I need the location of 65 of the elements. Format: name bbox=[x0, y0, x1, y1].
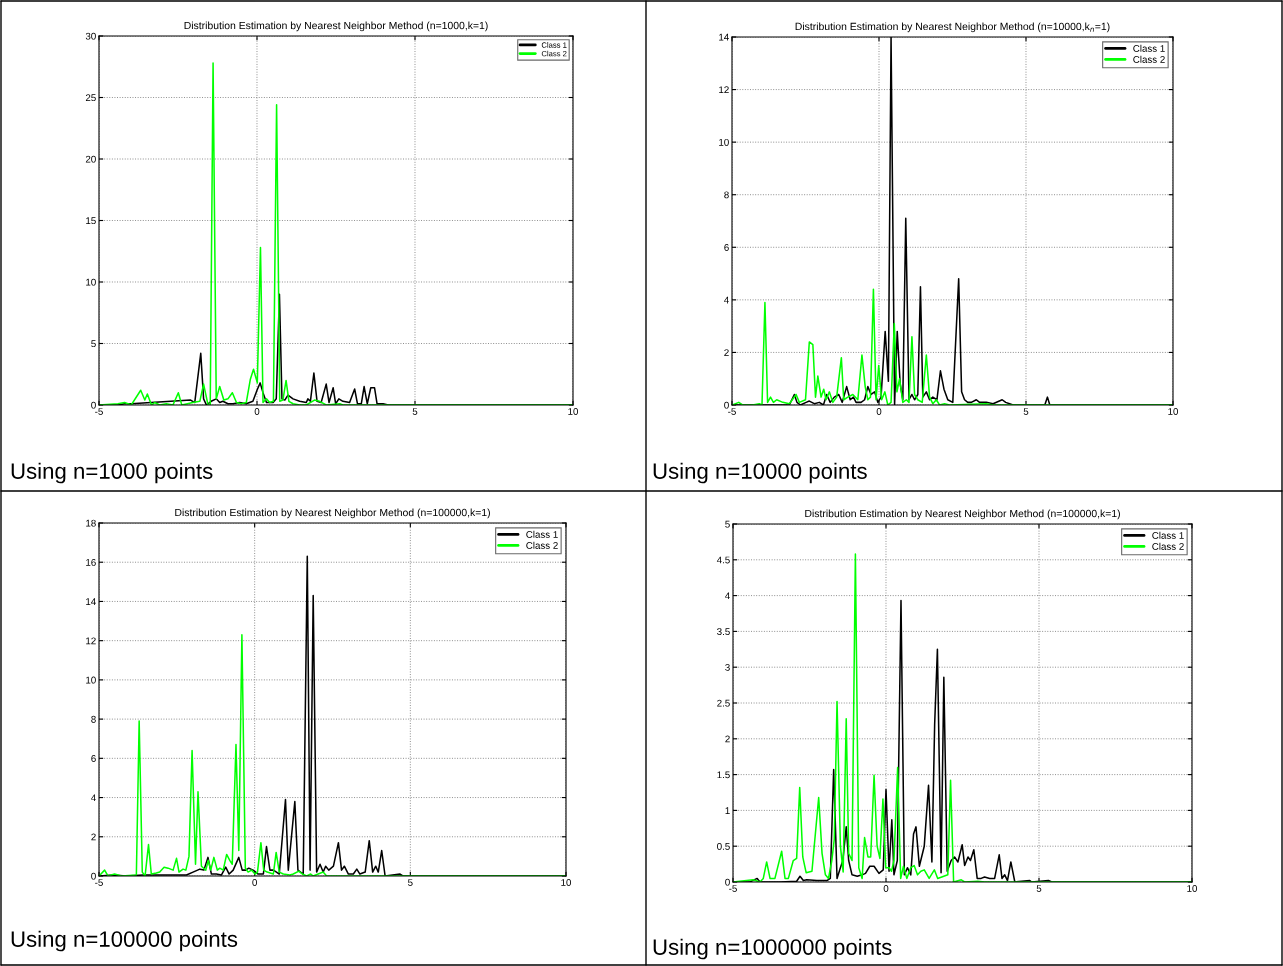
text: Using n=1000 points bbox=[11, 462, 213, 484]
y-tick-label: 30 bbox=[85, 32, 96, 40]
y-tick-label: 2 bbox=[91, 833, 96, 841]
legend-label: Class 1 bbox=[526, 530, 558, 538]
x-tick-label: 10 bbox=[1187, 885, 1198, 892]
y-tick-label: 16 bbox=[86, 558, 96, 566]
chart-title: Distribution Estimation by Nearest Neighbor Method (n=1000,k=1) bbox=[184, 21, 488, 32]
legend-label: Class 2 bbox=[1152, 542, 1184, 550]
x-tick-label: 0 bbox=[252, 879, 257, 886]
x-tick-label: 10 bbox=[1168, 408, 1179, 415]
y-tick-label: 12 bbox=[86, 637, 96, 645]
text: Using n=1000000 points bbox=[653, 938, 892, 960]
x-tick-label: 0 bbox=[876, 408, 882, 415]
y-tick-label: 10 bbox=[719, 138, 729, 146]
y-tick-label: 4 bbox=[725, 592, 730, 600]
y-tick-label: 6 bbox=[724, 244, 729, 251]
x-tick-label: -5 bbox=[95, 879, 103, 886]
y-tick-label: 8 bbox=[724, 191, 729, 199]
y-tick-label: 10 bbox=[86, 676, 96, 684]
x-tick-label: 5 bbox=[1036, 885, 1042, 892]
legend-label: Class 2 bbox=[526, 541, 558, 549]
legend-label: Class 1 bbox=[1152, 531, 1184, 539]
y-tick-label: 6 bbox=[91, 755, 96, 762]
y-tick-label: 0 bbox=[724, 401, 729, 409]
x-tick-label: 10 bbox=[561, 879, 572, 886]
y-tick-label: 3 bbox=[725, 663, 730, 671]
text: Using n=100000 points bbox=[11, 930, 238, 952]
y-tick-label: 0.5 bbox=[717, 842, 730, 850]
x-tick-label: 0 bbox=[254, 408, 260, 415]
y-tick-label: 1 bbox=[725, 807, 730, 814]
y-tick-label: 4 bbox=[91, 794, 96, 802]
y-tick-label: 1.5 bbox=[717, 771, 730, 779]
y-tick-label: 0 bbox=[91, 872, 96, 880]
y-tick-label: 0 bbox=[91, 401, 96, 409]
chart-title: Distribution Estimation by Nearest Neighbor Method (n=10000,k$_{n}$=1) bbox=[795, 22, 1110, 33]
y-tick-label: 2 bbox=[725, 735, 730, 743]
chart-title: Distribution Estimation by Nearest Neighbor Method (n=100000,k=1) bbox=[805, 509, 1120, 520]
y-tick-label: 10 bbox=[86, 278, 96, 286]
y-tick-label: 5 bbox=[91, 340, 96, 348]
legend-label: Class 2 bbox=[1133, 55, 1165, 63]
x-tick-label: -5 bbox=[728, 408, 736, 415]
y-tick-label: 20 bbox=[85, 155, 96, 163]
y-tick-label: 14 bbox=[719, 33, 729, 41]
x-tick-label: 5 bbox=[1023, 408, 1029, 415]
y-tick-label: 2.5 bbox=[717, 699, 730, 707]
y-tick-label: 15 bbox=[86, 217, 96, 225]
x-tick-label: -5 bbox=[95, 408, 103, 415]
text: Using n=10000 points bbox=[653, 462, 867, 484]
y-tick-label: 25 bbox=[85, 94, 96, 102]
y-tick-label: 12 bbox=[719, 86, 729, 94]
y-tick-label: 8 bbox=[91, 715, 96, 723]
x-tick-label: 10 bbox=[568, 408, 579, 415]
chart-title: Distribution Estimation by Nearest Neighbor Method (n=100000,k=1) bbox=[175, 508, 490, 519]
y-tick-label: 2 bbox=[724, 349, 729, 356]
y-tick-label: 18 bbox=[86, 519, 96, 527]
x-tick-label: -5 bbox=[729, 885, 737, 892]
y-tick-label: 14 bbox=[86, 598, 96, 605]
y-tick-label: 4 bbox=[724, 296, 729, 304]
y-tick-label: 5 bbox=[725, 520, 730, 528]
x-tick-label: 5 bbox=[408, 879, 413, 886]
x-tick-label: 0 bbox=[883, 885, 889, 892]
legend-label: Class 1 bbox=[1133, 44, 1165, 52]
y-tick-label: 4.5 bbox=[716, 556, 730, 564]
y-tick-label: 3.5 bbox=[717, 628, 730, 636]
x-tick-label: 5 bbox=[412, 408, 418, 415]
